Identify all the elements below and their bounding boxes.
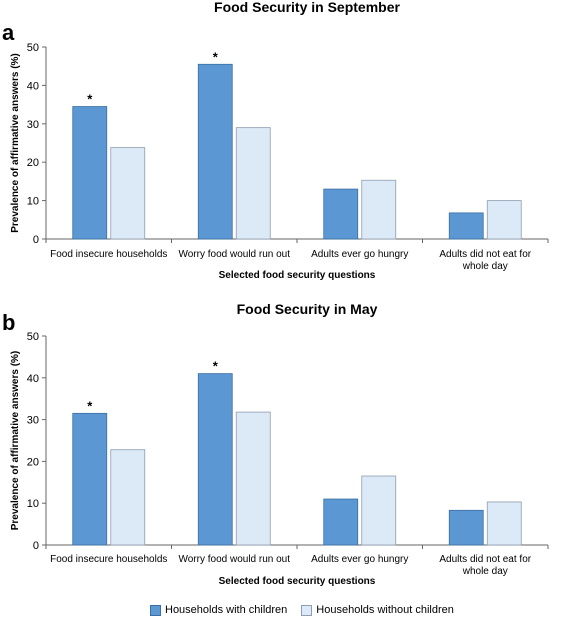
y-tick-label-0-20: 20 [27,157,39,169]
y-tick-label-1-40: 40 [27,373,39,385]
y-tick-label-1-30: 30 [27,415,39,427]
bar-1-s0-c0 [72,412,108,546]
y-tick-label-1-20: 20 [27,456,39,468]
x-tick-label-0-2-0: Adults ever go hungry [311,249,408,260]
x-tick-label-1-0-0: Food insecure households [50,554,167,565]
bar-0-s1-c2 [361,179,397,240]
significance-marker-1-0: * [87,398,93,413]
x-tick-label-1-3-1: whole day [462,566,508,577]
y-axis-label-0: Prevalence of affirmative answers (%) [10,53,21,233]
y-tick-label-1-10: 10 [27,498,39,510]
x-tick-label-0-3-1: whole day [462,261,508,272]
x-tick-label-1-1-0: Worry food would run out [178,554,290,565]
bar-0-s0-c3 [448,212,484,240]
x-tick-label-1-2-0: Adults ever go hungry [311,554,408,565]
panel-label-1: b [2,310,15,335]
y-tick-label-1-50: 50 [27,331,39,343]
legend-swatch-with-children [150,604,161,616]
y-tick-label-0-0: 0 [33,234,39,246]
x-tick-label-1-3-0: Adults did not eat for [439,554,531,565]
chart-title-0: Food Security in September [214,0,400,15]
bar-0-s1-c3 [486,200,522,240]
bar-1-s1-c2 [361,475,397,546]
y-tick-label-1-0: 0 [33,540,39,552]
significance-marker-1-1: * [213,359,219,374]
legend-item-without-children: Households without children [301,604,454,616]
legend-item-with-children: Households with children [150,604,287,616]
legend-swatch-without-children [301,604,313,616]
bar-1-s0-c2 [323,498,359,546]
y-tick-label-0-10: 10 [27,196,39,208]
panel-label-0: a [2,20,15,45]
x-tick-label-0-0-0: Food insecure households [50,249,167,260]
x-tick-label-0-3-0: Adults did not eat for [439,249,531,260]
bar-0-s0-c2 [323,188,359,240]
x-axis-label-0: Selected food security questions [219,270,376,281]
y-tick-label-0-50: 50 [27,42,39,54]
x-tick-label-0-1-0: Worry food would run out [178,249,290,260]
bar-1-s1-c3 [486,501,522,546]
significance-marker-0-1: * [213,49,219,64]
bar-1-s0-c3 [448,509,484,546]
legend-label-with-children: Households with children [165,604,288,616]
bar-0-s1-c0 [110,147,146,240]
legend-label-without-children: Households without children [316,604,454,616]
chart-title-1: Food Security in May [237,301,378,317]
bar-1-s0-c1 [197,373,233,546]
significance-marker-0-0: * [87,92,93,107]
bar-1-s1-c0 [110,449,146,546]
x-axis-label-1: Selected food security questions [219,576,376,587]
bar-0-s1-c1 [235,127,271,240]
y-axis-label-1: Prevalence of affirmative answers (%) [10,351,21,531]
legend: Households with children Households with… [150,604,468,616]
bar-0-s0-c1 [197,63,233,240]
y-tick-label-0-40: 40 [27,80,39,92]
y-tick-label-0-30: 30 [27,119,39,131]
bar-0-s0-c0 [72,106,108,240]
bar-1-s1-c1 [235,411,271,546]
